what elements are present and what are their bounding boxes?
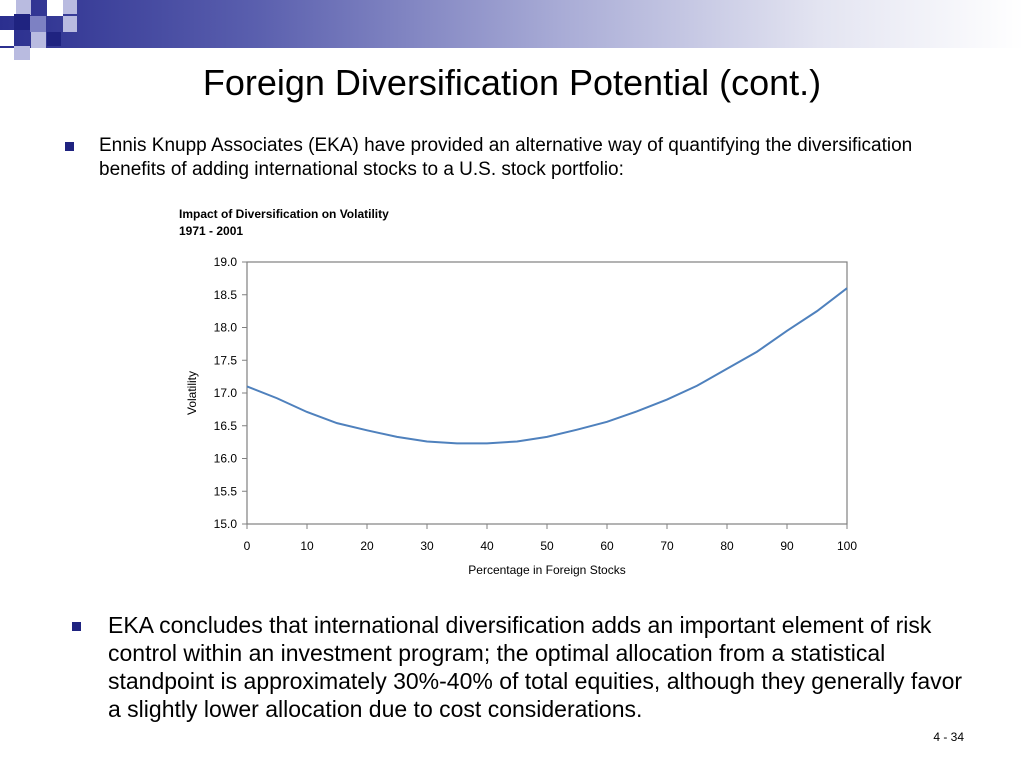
bullet-item: Ennis Knupp Associates (EKA) have provid… [65,134,965,182]
corner-square-decoration [47,0,63,16]
volatility-line-chart: 15.0 15.5 16.0 16.5 17.0 17.5 18.0 18.5 19.0 0 10… [185,255,857,577]
corner-square-decoration [63,0,77,14]
chart-subtitle: 1971 - 2001 [179,224,244,238]
y-axis: 15.0 15.5 16.0 16.5 17.0 17.5 18.0 18.5 19.0 [214,255,247,531]
x-tick-label: 100 [837,539,857,553]
chart-title: Impact of Diversification on Volatility [179,207,389,221]
corner-square-decoration [47,32,61,46]
y-tick-label: 16.5 [214,419,238,433]
plot-frame [246,261,848,525]
x-tick-label: 50 [540,539,554,553]
y-tick-label: 19.0 [214,255,238,269]
corner-square-decoration [0,30,14,46]
corner-square-decoration [14,46,30,60]
corner-square-decoration [0,0,16,16]
bullet-item: EKA concludes that international diversi… [72,611,972,723]
x-tick-label: 20 [360,539,374,553]
x-tick-label: 90 [780,539,794,553]
bullet-text: Ennis Knupp Associates (EKA) have provid… [99,135,913,180]
x-tick-label: 70 [660,539,674,553]
y-tick-label: 18.0 [214,321,238,335]
series-line-volatility [246,287,848,445]
y-tick-label: 17.5 [214,353,238,367]
y-tick-label: 15.5 [214,484,238,498]
x-tick-label: 10 [300,539,314,553]
y-tick-label: 15.0 [214,517,238,531]
corner-square-decoration [63,16,77,32]
x-tick-label: 30 [420,539,434,553]
corner-square-decoration [16,0,31,15]
corner-square-decoration [30,16,46,32]
x-tick-label: 0 [244,539,251,553]
chart-title-block: Impact of Diversification on Volatility … [179,206,389,240]
x-tick-label: 40 [480,539,494,553]
corner-square-decoration [14,14,30,30]
slide-title: Foreign Diversification Potential (cont.… [202,62,822,103]
x-axis-label: Percentage in Foreign Stocks [468,563,625,577]
y-tick-label: 16.0 [214,452,238,466]
x-axis: 0 10 20 30 40 50 60 70 80 90 100 [244,524,857,553]
y-tick-label: 18.5 [214,288,238,302]
bullet-text: EKA concludes that international diversi… [108,612,963,722]
bullet-square-icon [72,622,81,631]
bullet-square-icon [65,142,74,151]
page-number: 4 - 34 [933,730,964,744]
y-tick-label: 17.0 [214,386,238,400]
x-tick-label: 80 [720,539,734,553]
corner-square-decoration [31,32,46,48]
corner-square-decoration [31,48,46,60]
x-tick-label: 60 [600,539,614,553]
y-axis-label: Volatility [185,371,199,415]
header-gradient-band [0,0,1024,48]
